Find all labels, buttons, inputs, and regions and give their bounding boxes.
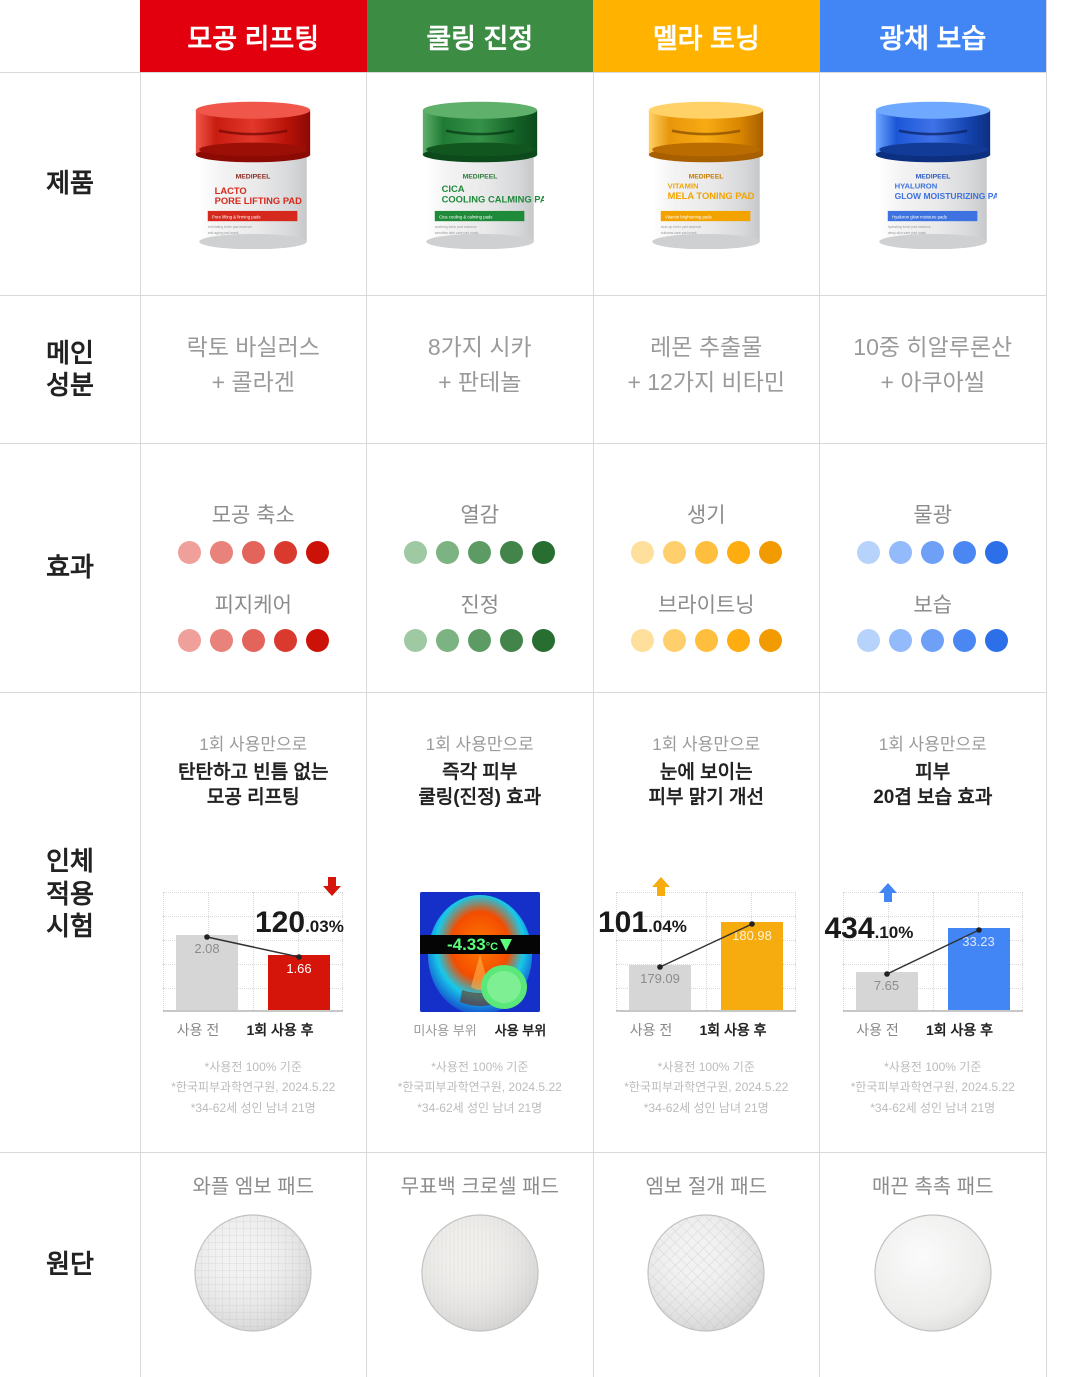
- svg-text:exfoliating toner pad essence: exfoliating toner pad essence: [208, 225, 252, 229]
- svg-text:dullness care pad mask: dullness care pad mask: [661, 231, 697, 235]
- svg-text:MEDIPEEL: MEDIPEEL: [689, 174, 724, 181]
- svg-text:soothing toner pad essence: soothing toner pad essence: [435, 225, 477, 229]
- svg-text:MEDIPEEL: MEDIPEEL: [236, 174, 271, 181]
- svg-text:LACTO: LACTO: [215, 186, 247, 196]
- svg-text:VITAMIN: VITAMIN: [668, 182, 699, 191]
- svg-text:CICA: CICA: [441, 184, 464, 194]
- svg-text:HYALURON: HYALURON: [894, 182, 937, 191]
- svg-text:hydrating toner pad essence: hydrating toner pad essence: [888, 225, 931, 229]
- svg-text:MEDIPEEL: MEDIPEEL: [462, 174, 497, 181]
- svg-text:PORE LIFTING PAD: PORE LIFTING PAD: [215, 196, 303, 206]
- svg-text:anti-aging pad mask: anti-aging pad mask: [208, 231, 239, 235]
- svg-text:Vitamin brightening pads: Vitamin brightening pads: [665, 215, 712, 220]
- svg-text:GLOW MOISTURIZING PAD: GLOW MOISTURIZING PAD: [894, 191, 996, 201]
- svg-text:COOLING CALMING PAD: COOLING CALMING PAD: [441, 194, 543, 204]
- svg-text:MEDIPEEL: MEDIPEEL: [915, 174, 950, 181]
- svg-text:sensitive skin care pad mask: sensitive skin care pad mask: [435, 231, 479, 235]
- svg-text:Hyaluron glow moisture pads: Hyaluron glow moisture pads: [892, 215, 947, 220]
- svg-text:tone-up toner pad essence: tone-up toner pad essence: [661, 225, 702, 229]
- svg-text:dewy skin care pad mask: dewy skin care pad mask: [888, 231, 927, 235]
- svg-text:Cica cooling & calming pads: Cica cooling & calming pads: [439, 215, 492, 220]
- svg-text:MELA TONING PAD: MELA TONING PAD: [668, 191, 755, 201]
- svg-text:Pore lifting & firming pads: Pore lifting & firming pads: [212, 215, 260, 220]
